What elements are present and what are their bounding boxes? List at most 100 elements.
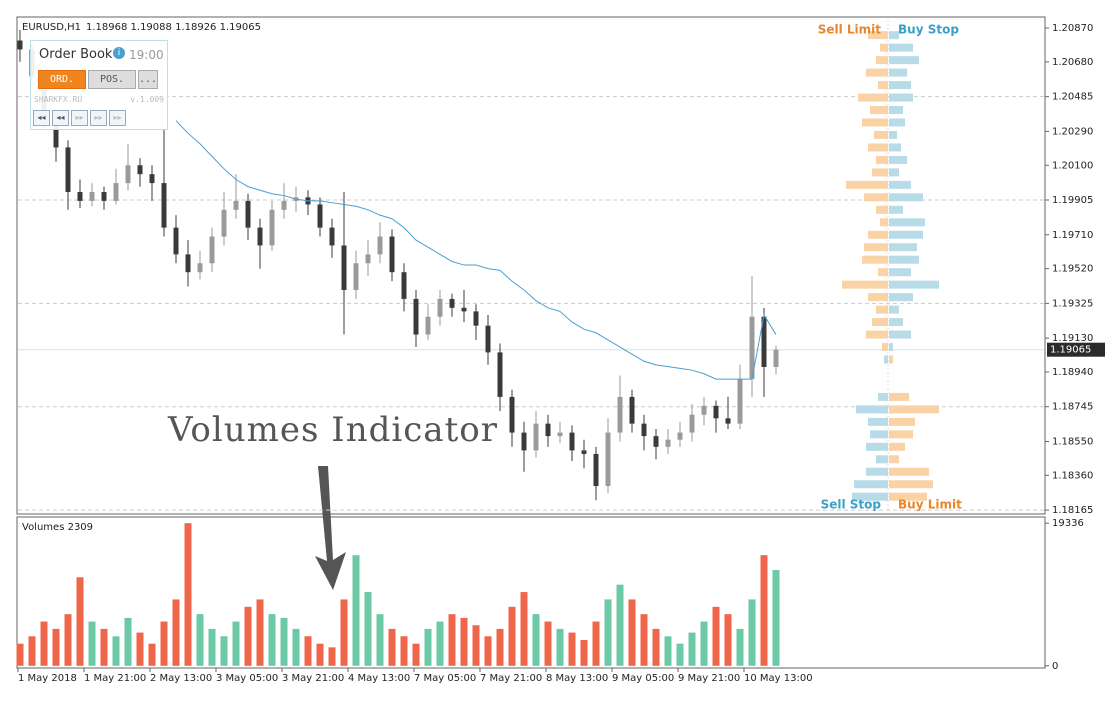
candle-body	[377, 236, 383, 255]
indicator-line	[175, 120, 777, 380]
candle-body	[581, 450, 587, 454]
volume-bar	[580, 639, 588, 666]
button[interactable]: ...	[138, 70, 158, 89]
book-label: Buy Stop	[898, 23, 959, 37]
book-bar-left	[878, 268, 888, 277]
volume-bar	[292, 628, 300, 666]
book-bar-right	[889, 467, 929, 476]
book-bar-left	[866, 442, 888, 451]
candle-body	[761, 316, 767, 367]
nav-button[interactable]: ▸▸	[109, 110, 126, 126]
book-bar-right	[889, 68, 907, 77]
volume-bar	[232, 621, 240, 666]
candle-body	[53, 120, 59, 148]
candle-body	[509, 396, 515, 433]
x-tick-label: 1 May 2018	[18, 673, 77, 684]
volume-bar	[172, 599, 180, 666]
panel-time: 19:00	[129, 48, 164, 62]
book-bar-left	[842, 280, 888, 289]
volume-bar	[616, 584, 624, 666]
book-bar-left	[856, 405, 888, 414]
book-bar-right	[889, 43, 913, 52]
book-bar-right	[889, 168, 899, 177]
candle-body	[617, 396, 623, 433]
candle-body	[245, 200, 251, 228]
book-bar-right	[889, 243, 917, 252]
volume-bar	[448, 614, 456, 666]
book-bar-left	[862, 255, 888, 264]
volume-bar	[748, 599, 756, 666]
volume-bar	[100, 628, 108, 666]
panel-title: Order Book	[39, 47, 113, 62]
book-bar-right	[889, 492, 927, 501]
candle-body	[209, 236, 215, 264]
button[interactable]: POS.	[88, 70, 136, 89]
volume-bar	[280, 617, 288, 666]
symbol: EURUSD,H1	[22, 22, 81, 33]
candle-body	[329, 227, 335, 246]
book-bar-left	[854, 480, 888, 489]
y-tick-label: 1.18165	[1052, 505, 1093, 516]
book-bar-right	[889, 56, 919, 65]
volume-bar	[424, 628, 432, 666]
book-bar-right	[889, 81, 911, 90]
candle-body	[317, 204, 323, 228]
book-bar-left	[864, 243, 888, 252]
book-bar-right	[889, 255, 919, 264]
volume-bar	[112, 636, 120, 666]
book-bar-right	[889, 180, 911, 189]
nav-button[interactable]: ◂◂	[33, 110, 50, 126]
volume-bar	[352, 555, 360, 666]
info-icon[interactable]: i	[113, 47, 125, 59]
candle-body	[89, 191, 95, 201]
volume-bar	[256, 599, 264, 666]
book-bar-left	[868, 143, 888, 152]
y-tick-label: 1.20290	[1052, 126, 1093, 137]
nav-button[interactable]: ▸▸	[90, 110, 107, 126]
volume-bar	[52, 628, 60, 666]
book-bar-left	[868, 230, 888, 239]
volume-bar	[772, 569, 780, 666]
x-tick-label: 4 May 13:00	[348, 673, 410, 684]
book-bar-left	[872, 168, 888, 177]
nav-button[interactable]: ◂◂	[52, 110, 69, 126]
candle-body	[425, 316, 431, 335]
button[interactable]: ORD.	[38, 70, 86, 89]
current-price-box	[1047, 342, 1105, 357]
volume-bar	[376, 614, 384, 666]
book-bar-left	[882, 343, 888, 352]
candle-body	[701, 405, 707, 415]
book-bar-left	[866, 330, 888, 339]
y-tick-label: 19336	[1052, 518, 1084, 529]
x-tick-label: 1 May 21:00	[84, 673, 146, 684]
y-tick-label: 1.19130	[1052, 333, 1093, 344]
volume-bar	[160, 621, 168, 666]
volume-bar	[88, 621, 96, 666]
book-bar-right	[889, 205, 903, 214]
y-tick-label: 1.19905	[1052, 195, 1093, 206]
volume-bar	[484, 636, 492, 666]
book-bar-left	[868, 293, 888, 302]
candle-body	[185, 254, 191, 273]
candle-body	[545, 423, 551, 437]
candle-body	[137, 165, 143, 175]
candle-body	[473, 311, 479, 326]
volume-bar	[640, 614, 648, 666]
version: v.1.009	[130, 95, 164, 104]
candle-body	[125, 165, 131, 184]
candle-body	[281, 200, 287, 210]
candle-body	[653, 436, 659, 447]
candle-body	[233, 200, 239, 210]
candle-body	[269, 209, 275, 246]
nav-button[interactable]: ▸▸	[71, 110, 88, 126]
candle-body	[665, 439, 671, 447]
book-bar-right	[889, 480, 933, 489]
candle-body	[173, 227, 179, 255]
volume-bar	[208, 628, 216, 666]
book-bar-left	[870, 430, 888, 439]
candle-body	[149, 174, 155, 184]
book-bar-right	[889, 392, 909, 401]
book-bar-right	[889, 442, 905, 451]
x-tick-label: 9 May 05:00	[612, 673, 674, 684]
book-bar-left	[852, 492, 888, 501]
